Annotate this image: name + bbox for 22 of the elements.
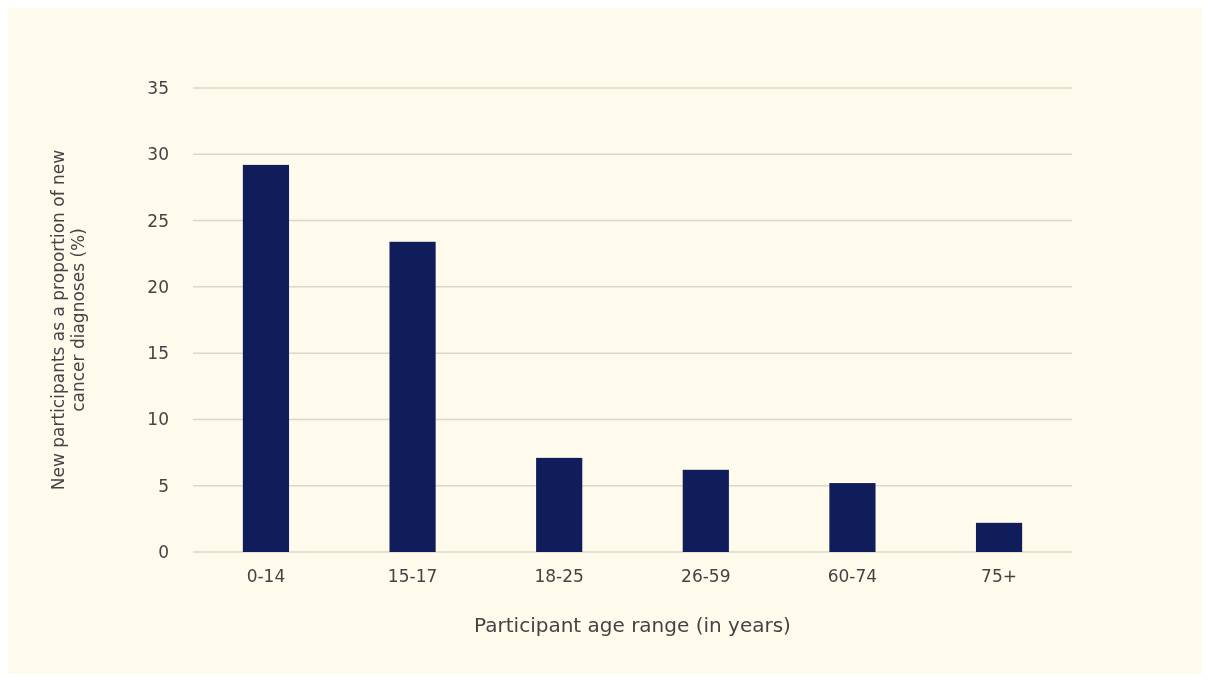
y-tick-label: 25 bbox=[147, 210, 169, 231]
bar bbox=[975, 522, 1023, 552]
x-tick-label: 15-17 bbox=[387, 566, 438, 586]
y-tick-label: 35 bbox=[147, 77, 169, 98]
x-tick-label: 60-74 bbox=[827, 566, 878, 586]
x-axis-title: Participant age range (in years) bbox=[474, 613, 791, 637]
bar bbox=[682, 469, 729, 552]
y-tick-label: 30 bbox=[147, 144, 169, 165]
bar bbox=[829, 483, 876, 552]
bar bbox=[242, 164, 290, 552]
x-tick-label: 26-59 bbox=[681, 566, 731, 586]
y-axis-title: New participants as a proportion of new cancer diagnoses (%) bbox=[48, 149, 89, 491]
y-tick-label: 15 bbox=[147, 343, 169, 364]
y-tick-label: 10 bbox=[147, 409, 169, 430]
x-tick-label: 75+ bbox=[981, 566, 1017, 586]
x-tick-label: 18-25 bbox=[534, 566, 584, 586]
bar bbox=[389, 241, 436, 552]
bar bbox=[536, 457, 583, 552]
y-tick-label: 20 bbox=[147, 276, 169, 297]
y-tick-label: 0 bbox=[158, 541, 169, 562]
y-tick-label: 5 bbox=[158, 475, 169, 496]
x-tick-label: 0-14 bbox=[246, 566, 286, 586]
